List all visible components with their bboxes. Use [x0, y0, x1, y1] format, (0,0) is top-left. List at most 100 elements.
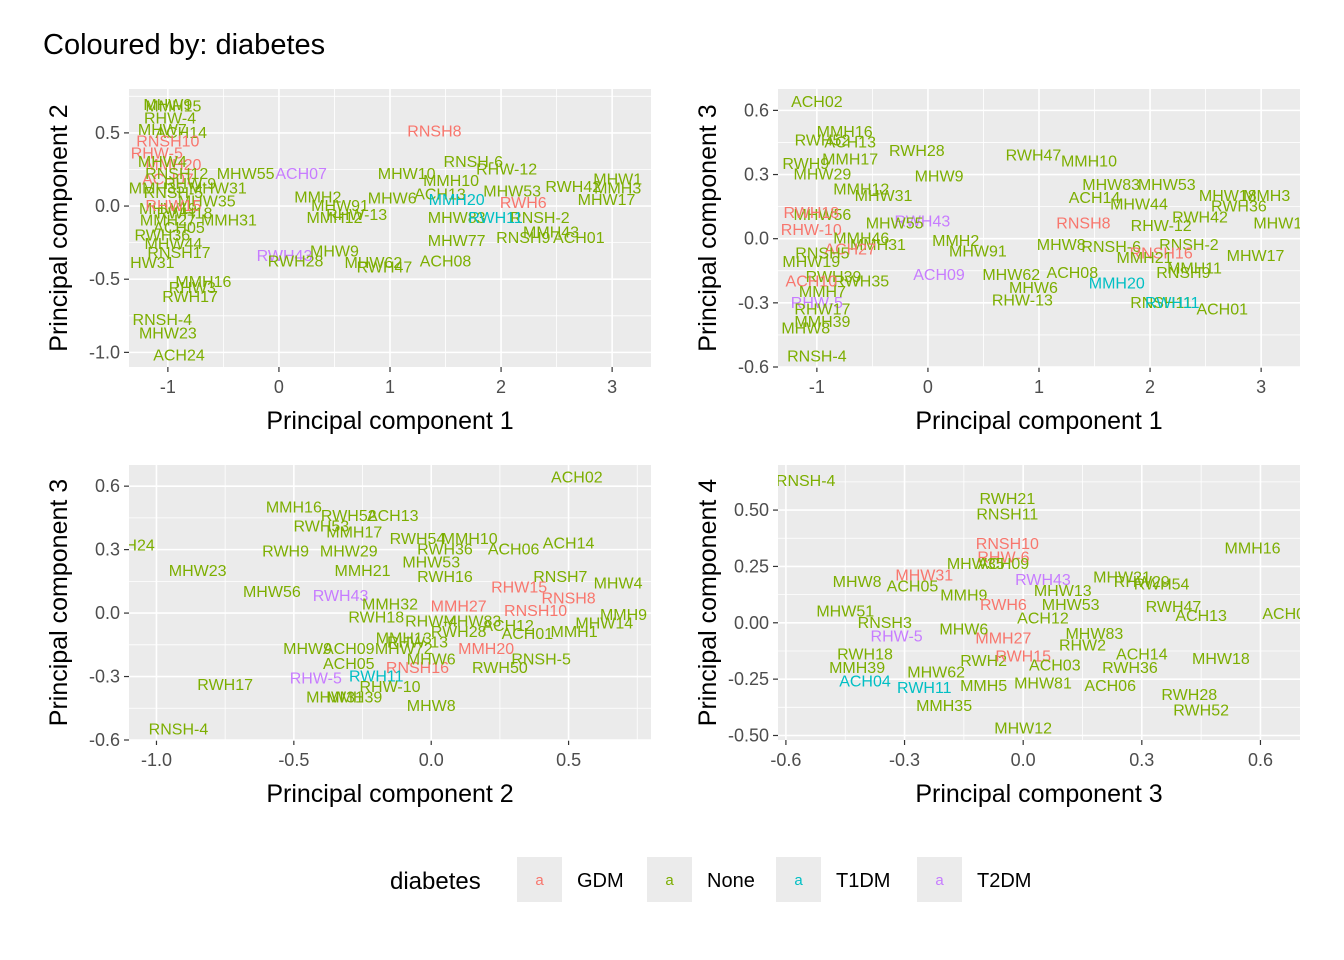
- point-label-rnsh16: RNSH16: [1130, 246, 1193, 263]
- y-tick-label: 0.3: [95, 540, 120, 560]
- x-tick-label: 0.0: [1011, 750, 1036, 770]
- point-label-mmh20: MMH20: [458, 641, 514, 658]
- x-axis-title: Principal component 2: [266, 780, 513, 808]
- point-label-mmh16: MMH16: [175, 274, 231, 291]
- point-label-mhw4: MHW4: [594, 575, 643, 592]
- point-label-mmh21: MMH21: [335, 563, 391, 580]
- point-label-mmh10: MMH10: [423, 173, 479, 190]
- point-label-mmh16: MMH16: [817, 124, 873, 141]
- point-label-rwh36: RWH36: [1211, 199, 1267, 216]
- y-tick-label: 0.3: [744, 165, 769, 185]
- point-label-rnsh-5: RNSH-5: [144, 185, 204, 202]
- x-tick-label: -1: [160, 377, 176, 397]
- point-label-rwh43: RWH43: [895, 214, 951, 231]
- point-label-rwh17: RWH17: [162, 289, 218, 306]
- point-label-mhw6: MHW6: [1009, 280, 1058, 297]
- legend-key-none: [647, 857, 692, 902]
- legend-key-glyph-t1dm: a: [794, 872, 803, 889]
- point-label-mhw8: MHW8: [407, 698, 456, 715]
- panel-pc2-vs-pc3: -1.0 -0.5 0.0 0.5 -0.6 -0.3 0.0 0.3 0.6 ACH02 MMH1…: [45, 465, 651, 808]
- point-label-rnsh8: RNSH8: [541, 590, 595, 607]
- y-tick-label: 0.50: [734, 500, 769, 520]
- legend-key-glyph-t2dm: a: [935, 872, 944, 889]
- point-label-ach09: ACH09: [913, 267, 965, 284]
- point-label-mhw6: MHW6: [368, 191, 417, 208]
- point-label-mmh27: MMH27: [431, 599, 487, 616]
- point-label-mhw55: MHW55: [217, 166, 275, 183]
- point-label-rwh47: RWH47: [1006, 147, 1062, 164]
- point-label-ach24: ACH24: [103, 537, 155, 554]
- point-label-rnsh3: RNSH3: [858, 615, 912, 632]
- legend-item-t2dm: a T2DM: [917, 857, 1031, 902]
- point-label-ach07: ACH07: [142, 172, 194, 189]
- legend-label-gdm: GDM: [577, 870, 624, 892]
- point-label-mhw10: MHW10: [378, 166, 436, 183]
- point-label-ach05: ACH05: [153, 220, 205, 237]
- x-axis-title: Principal component 3: [915, 780, 1162, 808]
- point-label-mhw6: MHW6: [407, 652, 456, 669]
- point-label-rwh15: RWH15: [995, 649, 1051, 666]
- x-tick-label: 0.3: [1129, 750, 1154, 770]
- panel-background: [129, 465, 651, 740]
- panel-pc1-vs-pc2: -1 0 1 2 3-1.0-0.50.00.5MHW9MMH15RHW-4ACH14M…: [45, 89, 651, 435]
- point-label-mhw62: MHW62: [982, 267, 1040, 284]
- point-label-rhw-9: RHW-9: [164, 176, 216, 193]
- point-label-mmh11: MMH11: [1167, 261, 1222, 278]
- point-label-mmh2: MMH2: [294, 189, 341, 206]
- point-label-rwh52: RWH52: [1173, 703, 1229, 720]
- point-label-rnsh-2: RNSH-2: [510, 210, 570, 227]
- point-label-rhw-10: RHW-10: [781, 222, 842, 239]
- point-label-mhw9: MHW9: [915, 169, 964, 186]
- point-label-rnsh5: RNSH5: [795, 246, 849, 263]
- point-label-ach13: ACH13: [367, 508, 419, 525]
- point-label-mmh2: MMH2: [932, 233, 979, 250]
- legend-key-t1dm: [776, 857, 821, 902]
- point-label-mmh27: MMH27: [140, 213, 196, 230]
- point-label-mhw91: MHW91: [949, 244, 1007, 261]
- panel-pc3-vs-pc4: -0.6 -0.3 0.0 0.3 0.6 -0.50 -0.25 0.00 0.25 0.50 R…: [694, 465, 1300, 808]
- point-label-mhw83: MHW83: [444, 614, 502, 631]
- legend-label-t2dm: T2DM: [977, 870, 1031, 892]
- point-label-mhw53: MHW53: [1138, 177, 1196, 194]
- y-axis-title: Principal component 3: [694, 104, 722, 351]
- point-label-rwh11: RWH11: [468, 210, 523, 227]
- y-tick-label: -0.3: [738, 293, 769, 313]
- point-label-rhw29: RHW29: [1114, 574, 1170, 591]
- x-axis-title: Principal component 1: [266, 407, 513, 435]
- point-label-ach12: ACH12: [482, 618, 534, 635]
- point-label-rwh9: RWH9: [782, 156, 829, 173]
- point-label-mmh39: MMH39: [794, 314, 850, 331]
- point-label-rwh36: RWH36: [417, 542, 473, 559]
- point-label-rnsh-5: RNSH-5: [511, 652, 571, 669]
- point-label-rnsh16: RNSH16: [386, 660, 449, 677]
- point-label-ach01: ACH01: [553, 230, 605, 247]
- point-label-mmh16: MMH16: [266, 499, 322, 516]
- y-tick-label: 0.0: [95, 603, 120, 623]
- point-label-rnsh10: RNSH10: [136, 134, 199, 151]
- x-tick-label: 3: [607, 377, 617, 397]
- point-label-ach14: ACH14: [1116, 646, 1168, 663]
- point-label-mhw83: MHW83: [428, 210, 486, 227]
- y-tick-label: -0.5: [89, 269, 120, 289]
- point-label-mhw8: MHW8: [781, 321, 830, 338]
- point-label-rwh52: RWH52: [321, 508, 377, 525]
- point-label-rwh11: RWH11: [1145, 295, 1200, 312]
- point-label-mhw4: MHW4: [138, 154, 187, 171]
- legend-key-glyph-gdm: a: [535, 872, 544, 889]
- point-label-rnsh17: RNSH17: [147, 245, 210, 262]
- point-label-mhw9: MHW9: [283, 641, 332, 658]
- point-label-rhw-5: RHW-5: [871, 628, 923, 645]
- point-label-rhw-4: RHW-4: [144, 110, 196, 127]
- point-label-mhw62: MHW62: [907, 664, 965, 681]
- y-tick-label: 0.00: [734, 613, 769, 633]
- point-label-rnsh-2: RNSH-2: [1159, 237, 1219, 254]
- point-label-mmh31: MMH31: [201, 213, 257, 230]
- point-label-mmh15: MMH15: [145, 99, 201, 116]
- point-label-rwh21: RWH21: [980, 491, 1036, 508]
- point-label-rhw-13: RHW-13: [326, 207, 387, 224]
- point-label-mhw44: MHW44: [145, 236, 203, 253]
- point-label-rnsh10: RNSH10: [976, 536, 1039, 553]
- point-label-rwh43: RWH43: [313, 588, 369, 605]
- x-tick-label: 0: [923, 377, 933, 397]
- point-label-mmh13: MMH13: [376, 630, 432, 647]
